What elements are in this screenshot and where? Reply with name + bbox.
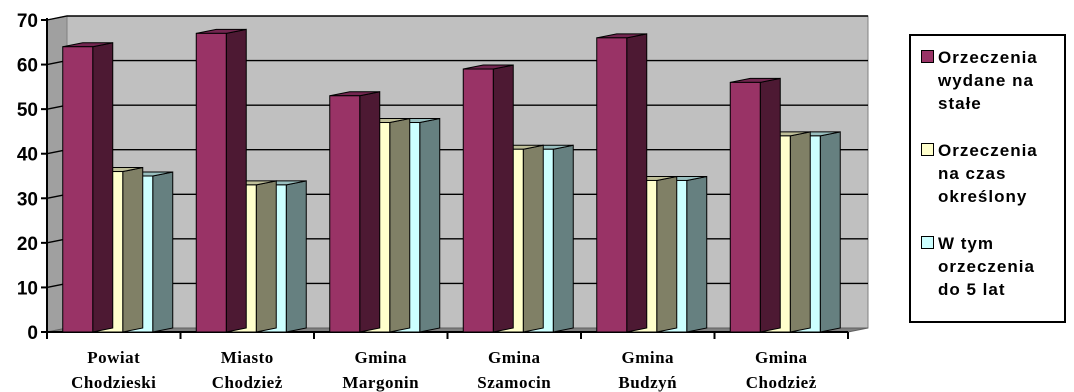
- legend-item-series-2: Orzeczenia na czas określony: [921, 139, 1061, 214]
- legend-swatch: [921, 50, 934, 63]
- legend-swatch: [921, 143, 934, 156]
- legend-label-line: określony: [938, 187, 1028, 206]
- bar-side: [285, 180, 307, 333]
- y-tick-label: 0: [27, 323, 38, 344]
- bar: [195, 32, 227, 333]
- gridline: [46, 15, 868, 21]
- legend-label-line: wydane na: [938, 71, 1034, 90]
- x-tick-label: Budzyń: [618, 373, 677, 392]
- legend-label: W tym orzeczenia do 5 lat: [938, 232, 1063, 301]
- x-tick-label: Gmina: [354, 348, 407, 367]
- y-axis-tick-labels: 0 10 20 30 40 50 60 70: [17, 11, 38, 344]
- x-tick-label: Powiat: [87, 348, 140, 367]
- bar: [62, 46, 94, 333]
- legend-item-series-1: Orzeczenia wydane na stałe: [921, 46, 1061, 121]
- bar-side: [626, 33, 648, 333]
- bar: [596, 37, 628, 333]
- bar-side: [419, 117, 441, 333]
- y-tick-label: 20: [17, 234, 38, 255]
- bars: [62, 28, 841, 333]
- legend: Orzeczenia wydane na stałe Orzeczenia na…: [909, 34, 1066, 323]
- legend-label-line: stałe: [938, 94, 982, 113]
- x-tick-label: Szamocin: [477, 373, 551, 392]
- bar-side: [522, 144, 544, 333]
- bar-side: [152, 171, 174, 333]
- legend-label-line: Orzeczenia: [938, 48, 1038, 67]
- bar-side: [122, 166, 144, 333]
- bar-side: [359, 91, 381, 333]
- legend-item-series-3: W tym orzeczenia do 5 lat: [921, 232, 1061, 307]
- bar-side: [92, 42, 114, 333]
- bar-side: [759, 77, 781, 333]
- y-tick-label: 40: [17, 145, 38, 166]
- legend-label-line: na czas: [938, 164, 1007, 183]
- x-tick-label: Gmina: [488, 348, 541, 367]
- bar-side: [686, 175, 708, 333]
- legend-swatch: [921, 236, 934, 249]
- y-tick-label: 60: [17, 56, 38, 77]
- x-axis-category-labels: Powiat Chodzieski Miasto Chodzież Gmina Margo…: [71, 348, 817, 392]
- y-tick-label: 30: [17, 189, 38, 210]
- x-tick-label: Gmina: [755, 348, 808, 367]
- bar-side: [389, 117, 411, 333]
- legend-label-line: do 5 lat: [938, 280, 1006, 299]
- bar: [462, 68, 494, 333]
- bar-side: [819, 131, 841, 333]
- legend-label: Orzeczenia na czas określony: [938, 139, 1063, 208]
- bar-side: [789, 131, 811, 333]
- bar-side: [492, 64, 514, 333]
- bar-side: [552, 144, 574, 333]
- bar: [729, 81, 761, 333]
- legend-label: Orzeczenia wydane na stałe: [938, 46, 1063, 115]
- bar: [329, 95, 361, 333]
- x-tick-label: Chodzież: [212, 373, 283, 392]
- x-tick-label: Miasto: [221, 348, 274, 367]
- bar-chart: 0 10 20 30 40 50 60 70 Powiat Chodzieski Miasto Ch…: [17, 11, 869, 392]
- legend-label-line: W tym: [938, 234, 994, 253]
- legend-label-line: orzeczenia: [938, 257, 1035, 276]
- x-tick-label: Gmina: [621, 348, 674, 367]
- legend-label-line: Orzeczenia: [938, 141, 1038, 160]
- y-tick-label: 70: [17, 11, 38, 32]
- y-tick-label: 10: [17, 278, 38, 299]
- bar-side: [656, 175, 678, 333]
- x-tick-label: Chodzież: [746, 373, 817, 392]
- x-tick-label: Chodzieski: [71, 373, 156, 392]
- bar-side: [255, 180, 277, 333]
- bar-side: [225, 28, 247, 333]
- x-tick-label: Margonin: [342, 373, 419, 392]
- y-tick-label: 50: [17, 100, 38, 121]
- axes: [41, 18, 849, 339]
